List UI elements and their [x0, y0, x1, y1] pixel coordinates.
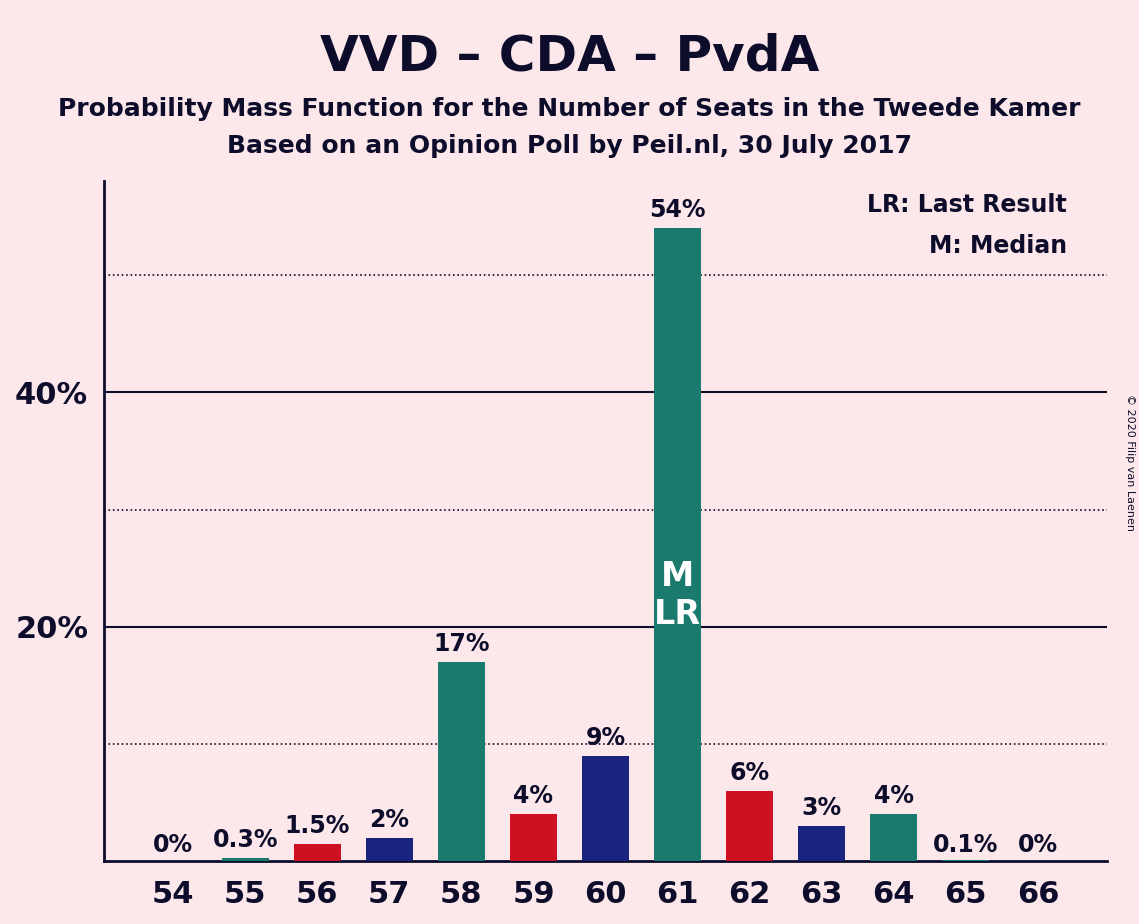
Text: 4%: 4%	[874, 784, 913, 808]
Bar	[222, 857, 269, 861]
Text: 3%: 3%	[802, 796, 842, 821]
Text: 9%: 9%	[585, 726, 625, 750]
Text: Probability Mass Function for the Number of Seats in the Tweede Kamer: Probability Mass Function for the Number…	[58, 97, 1081, 121]
Bar	[439, 662, 485, 861]
Text: M
LR: M LR	[654, 560, 702, 631]
Bar	[294, 844, 341, 861]
Bar	[510, 814, 557, 861]
Text: 1.5%: 1.5%	[285, 814, 350, 838]
Text: 0.3%: 0.3%	[212, 828, 278, 852]
Text: © 2020 Filip van Laenen: © 2020 Filip van Laenen	[1125, 394, 1134, 530]
Text: 0.1%: 0.1%	[933, 833, 999, 857]
Bar	[582, 756, 629, 861]
Bar	[366, 838, 412, 861]
Text: Based on an Opinion Poll by Peil.nl, 30 July 2017: Based on an Opinion Poll by Peil.nl, 30 …	[227, 134, 912, 158]
Text: 17%: 17%	[433, 632, 490, 656]
Bar	[798, 826, 845, 861]
Text: 6%: 6%	[730, 761, 770, 785]
Text: 2%: 2%	[369, 808, 409, 832]
Bar	[727, 791, 773, 861]
Text: 0%: 0%	[153, 833, 194, 857]
Text: 0%: 0%	[1018, 833, 1058, 857]
Bar	[654, 228, 700, 861]
Bar	[942, 860, 990, 861]
Text: LR: Last Result: LR: Last Result	[867, 193, 1067, 217]
Text: M: Median: M: Median	[928, 234, 1067, 258]
Text: 54%: 54%	[649, 199, 706, 223]
Text: VVD – CDA – PvdA: VVD – CDA – PvdA	[320, 32, 819, 80]
Bar	[870, 814, 917, 861]
Text: 4%: 4%	[514, 784, 554, 808]
